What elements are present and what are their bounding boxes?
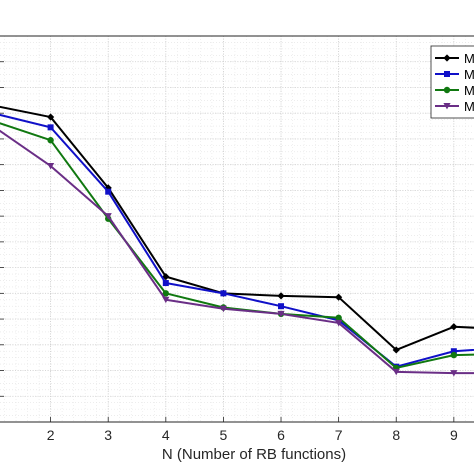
series-4 bbox=[0, 129, 474, 377]
legend-label: M bbox=[464, 83, 474, 98]
x-tick-label: 5 bbox=[220, 427, 228, 443]
data-point bbox=[47, 113, 55, 121]
data-point bbox=[47, 124, 54, 131]
legend-label: M bbox=[464, 99, 474, 114]
series-line bbox=[0, 129, 474, 375]
data-point bbox=[219, 305, 228, 313]
x-tick-label: 3 bbox=[104, 427, 112, 443]
legend-marker bbox=[443, 103, 451, 110]
data-point bbox=[450, 348, 457, 355]
x-tick-label: 7 bbox=[335, 427, 343, 443]
x-tick-label: 4 bbox=[162, 427, 170, 443]
legend-label: M bbox=[464, 67, 474, 82]
x-tick-label: 6 bbox=[277, 427, 285, 443]
data-point bbox=[335, 293, 343, 301]
data-point bbox=[47, 162, 55, 170]
data-point bbox=[335, 314, 342, 321]
axes: 2 3 4 5 6 7 8 9 bbox=[0, 35, 474, 443]
data-point bbox=[47, 137, 54, 144]
grid bbox=[0, 35, 474, 423]
legend-marker bbox=[444, 71, 450, 77]
data-point bbox=[162, 290, 170, 297]
x-tick-label: 2 bbox=[47, 427, 55, 443]
data-point bbox=[278, 303, 285, 310]
data-point bbox=[104, 184, 112, 192]
data-point bbox=[277, 310, 285, 318]
legend-label: M bbox=[464, 51, 474, 66]
legend-marker bbox=[443, 86, 451, 94]
legend-item: M bbox=[435, 83, 474, 98]
series-1 bbox=[0, 105, 474, 354]
data-point bbox=[450, 323, 458, 331]
data-point bbox=[277, 292, 285, 300]
data-point bbox=[162, 273, 170, 281]
series-line bbox=[0, 113, 474, 368]
data-point bbox=[105, 188, 112, 195]
x-tick-label: 8 bbox=[392, 427, 400, 443]
data-point bbox=[450, 351, 458, 359]
series-line bbox=[0, 105, 474, 351]
x-tick-label: 9 bbox=[450, 427, 458, 443]
data-point bbox=[392, 368, 400, 376]
data-point bbox=[104, 213, 112, 220]
data-point bbox=[162, 296, 170, 304]
data-point bbox=[162, 280, 169, 287]
legend-item: M bbox=[435, 51, 474, 66]
series-lines bbox=[0, 105, 474, 377]
data-point bbox=[220, 290, 227, 297]
data-point bbox=[392, 346, 400, 354]
legend-item: M bbox=[435, 99, 474, 114]
x-axis-label: N (Number of RB functions) bbox=[162, 446, 346, 463]
legend-marker bbox=[443, 54, 451, 62]
data-point bbox=[335, 319, 343, 327]
data-point bbox=[450, 370, 458, 377]
legend-item: M bbox=[435, 67, 474, 82]
